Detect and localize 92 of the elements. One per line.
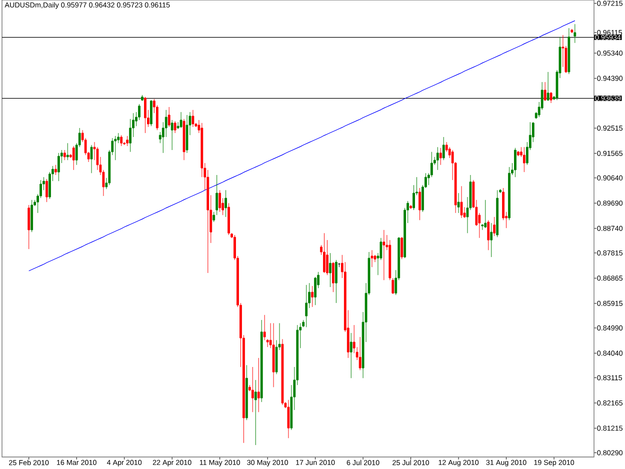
candlestick	[400, 236, 404, 260]
candlestick	[314, 276, 317, 306]
candlestick	[570, 28, 574, 34]
candlestick	[334, 260, 338, 304]
candlestick	[260, 320, 263, 402]
candlestick	[305, 284, 308, 328]
candlestick	[117, 132, 120, 144]
candlestick	[544, 82, 546, 102]
candlestick	[28, 204, 30, 250]
candlestick	[332, 262, 334, 292]
candlestick	[257, 358, 260, 412]
candlestick	[170, 120, 174, 150]
candlestick	[266, 338, 269, 348]
candlestick	[490, 222, 493, 258]
candlestick	[487, 220, 490, 250]
candlestick	[522, 146, 526, 172]
candlestick	[30, 200, 34, 232]
candlestick	[254, 380, 257, 446]
candlestick	[54, 164, 57, 176]
candlestick	[412, 184, 415, 210]
candlestick	[517, 150, 520, 156]
candlestick	[174, 120, 176, 134]
candlestick	[574, 24, 576, 44]
candlestick	[493, 216, 496, 236]
candlestick	[72, 146, 75, 170]
candlestick	[114, 136, 117, 160]
candlestick	[180, 112, 182, 128]
candlestick	[212, 212, 216, 222]
candlestick	[546, 72, 550, 102]
candlestick	[46, 178, 48, 202]
candlestick	[218, 190, 222, 212]
candlestick	[57, 152, 60, 182]
candlestick	[326, 240, 328, 276]
candlestick	[224, 190, 227, 218]
candlestick	[206, 170, 210, 274]
candlestick	[287, 400, 290, 438]
candlestick	[382, 230, 386, 280]
candlestick	[66, 142, 69, 160]
candlestick	[48, 172, 51, 200]
candlestick	[311, 286, 314, 308]
candlestick	[323, 232, 326, 274]
candlestick	[272, 322, 275, 388]
candlestick	[216, 174, 218, 216]
candlestick	[228, 202, 230, 236]
candlestick	[496, 190, 499, 238]
candlestick	[144, 96, 146, 134]
candlestick	[370, 250, 374, 268]
candlestick	[141, 94, 144, 102]
candlestick	[445, 142, 448, 152]
candlestick	[90, 144, 93, 174]
candlestick	[481, 224, 484, 230]
candlestick	[63, 150, 66, 160]
candlestick	[302, 320, 305, 328]
candlestick	[508, 166, 510, 220]
candlestick	[120, 134, 123, 146]
candlestick	[564, 46, 568, 74]
candlestick	[176, 122, 180, 130]
candlestick	[439, 148, 442, 166]
candlestick	[192, 110, 194, 128]
candlestick	[350, 332, 352, 378]
candlestick	[251, 366, 254, 412]
candlestick	[96, 146, 99, 170]
candlestick	[568, 28, 570, 74]
candlestick	[275, 340, 278, 374]
candlestick	[168, 106, 170, 128]
candlestick	[164, 110, 168, 138]
candlestick	[40, 180, 42, 198]
candlestick	[484, 200, 487, 228]
candlestick	[200, 122, 204, 178]
candlestick	[388, 240, 392, 280]
candlestick	[156, 104, 158, 130]
candlestick	[418, 188, 421, 220]
candlestick	[410, 204, 412, 210]
candlestick	[430, 152, 433, 178]
candlestick	[442, 136, 445, 160]
candlestick	[358, 336, 362, 370]
candlestick	[457, 192, 460, 214]
candlestick	[245, 364, 248, 420]
candlestick	[129, 118, 132, 152]
candlestick	[514, 148, 516, 178]
candlestick	[550, 92, 552, 104]
candlestick	[138, 104, 140, 120]
candlestick	[281, 338, 284, 406]
candlestick	[436, 146, 439, 170]
candlestick	[329, 252, 332, 288]
candlestick	[126, 136, 129, 146]
candlestick	[460, 186, 463, 218]
candlestick	[182, 118, 186, 160]
candlestick	[186, 114, 188, 154]
candlestick	[263, 314, 266, 340]
candlestick	[352, 324, 356, 354]
candlestick	[150, 100, 152, 126]
